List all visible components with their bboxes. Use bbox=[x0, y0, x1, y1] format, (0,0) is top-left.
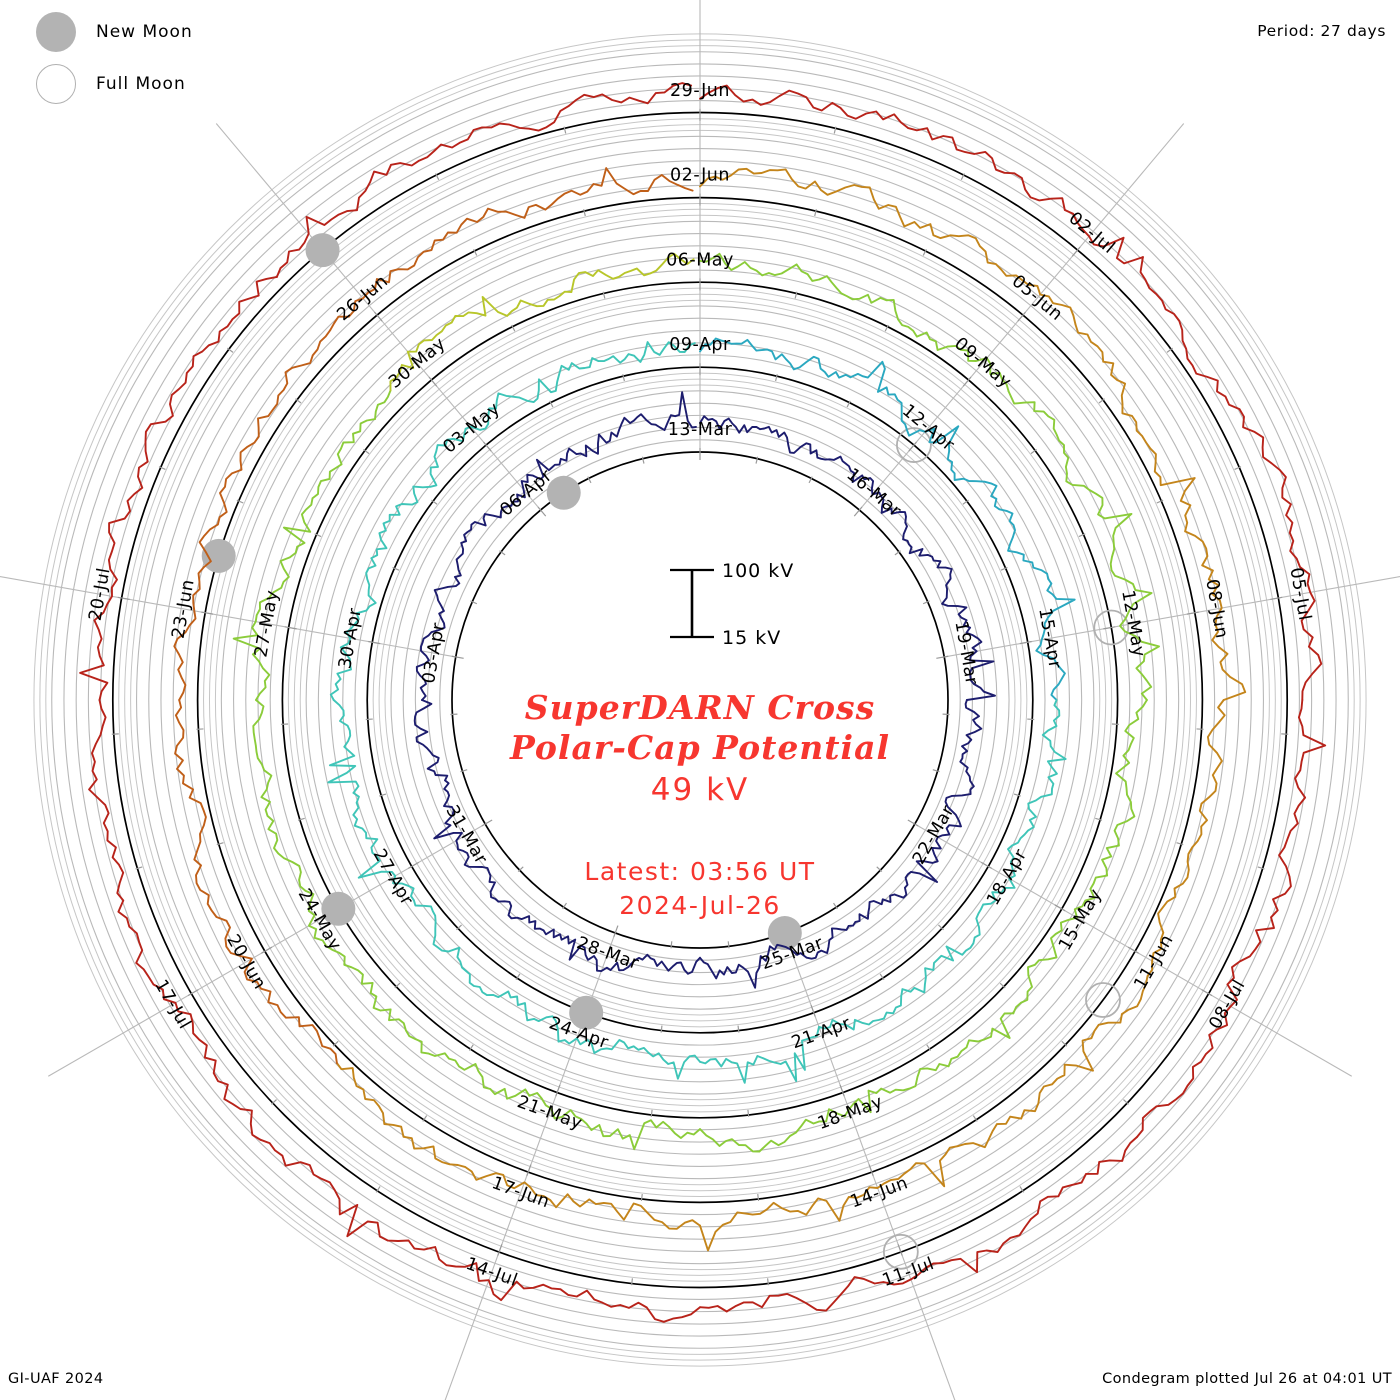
date-label: 14-Jul bbox=[463, 1254, 520, 1291]
current-value: 49 kV bbox=[650, 772, 750, 808]
moon-phase-legend: New Moon Full Moon bbox=[20, 6, 193, 110]
date-label: 19-Mar bbox=[950, 620, 981, 687]
new-moon-icon bbox=[36, 12, 76, 52]
date-label: 02-Jun bbox=[670, 166, 730, 186]
moon-markers bbox=[201, 233, 1130, 1270]
data-traces bbox=[79, 82, 1327, 1323]
title-line-1: SuperDARN Cross bbox=[524, 688, 876, 727]
date-label: 29-Jun bbox=[670, 81, 730, 101]
latest-date: 2024-Jul-26 bbox=[619, 891, 781, 920]
date-label: 11-Jul bbox=[880, 1254, 937, 1291]
date-label: 17-Jun bbox=[489, 1173, 552, 1212]
latest-timestamp: Latest: 03:56 UT 2024-Jul-26 bbox=[400, 855, 1000, 923]
date-label: 14-Jun bbox=[848, 1173, 911, 1212]
legend-label-new-moon: New Moon bbox=[96, 22, 193, 42]
page-title: SuperDARN Cross Polar-Cap Potential bbox=[400, 688, 1000, 768]
title-line-2: Polar-Cap Potential bbox=[509, 728, 891, 767]
period-label: Period: 27 days bbox=[1257, 22, 1386, 40]
full-moon-icon bbox=[36, 64, 76, 104]
date-label: 06-May bbox=[666, 250, 734, 270]
legend-item-full-moon: Full Moon bbox=[20, 58, 193, 110]
date-label: 17-Jul bbox=[150, 976, 194, 1032]
footer-plot-time: Condegram plotted Jul 26 at 04:01 UT bbox=[1102, 1371, 1392, 1387]
date-label: 08-Jul bbox=[1206, 976, 1250, 1032]
date-label: 13-Mar bbox=[668, 420, 733, 440]
legend-label-full-moon: Full Moon bbox=[96, 74, 186, 94]
date-label: 27-May bbox=[251, 589, 282, 659]
date-label: 09-Apr bbox=[669, 335, 731, 355]
date-label: 20-Jul bbox=[86, 566, 115, 622]
latest-time: Latest: 03:56 UT bbox=[584, 857, 816, 886]
date-label: 21-Apr bbox=[789, 1013, 854, 1053]
scale-bar-top-label: 100 kV bbox=[722, 560, 795, 582]
footer-credit: GI-UAF 2024 bbox=[8, 1371, 104, 1387]
day-ticks bbox=[111, 108, 1289, 1286]
legend-item-new-moon: New Moon bbox=[20, 6, 193, 58]
scale-bar-bottom-label: 15 kV bbox=[722, 627, 782, 649]
date-label: 02-Jul bbox=[1065, 208, 1119, 258]
ring-baselines bbox=[111, 111, 1289, 1289]
scale-bar bbox=[670, 568, 714, 639]
